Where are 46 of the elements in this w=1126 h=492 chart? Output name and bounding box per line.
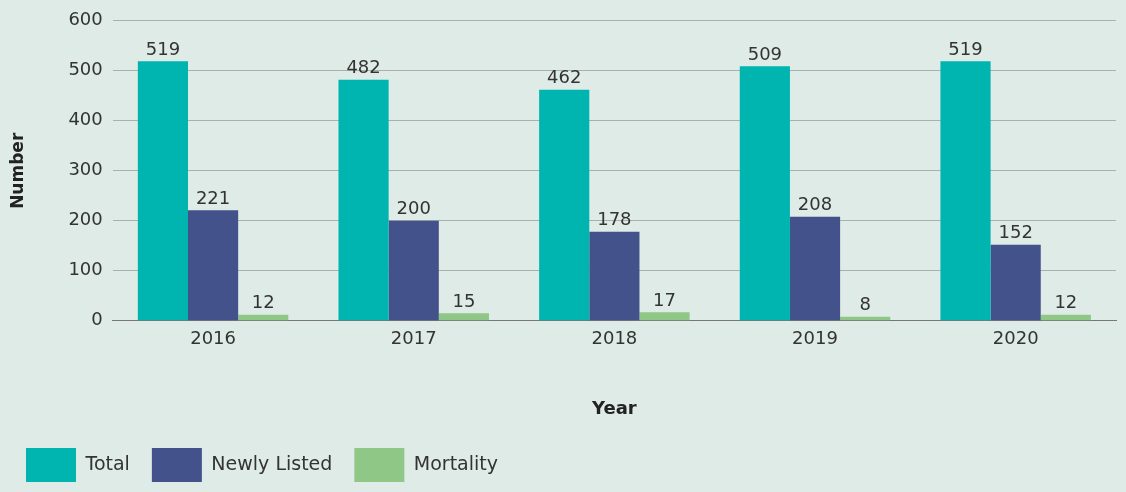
legend-label: Mortality [413, 451, 499, 474]
bar [188, 210, 239, 321]
x-axis-title: Year [591, 396, 637, 418]
bar [137, 61, 188, 321]
data-label: 8 [859, 293, 871, 315]
bar [589, 231, 640, 321]
bar [388, 220, 439, 321]
bar [990, 244, 1041, 321]
x-tick-label: 2019 [792, 327, 838, 349]
data-label: 15 [452, 289, 476, 311]
x-tick-label: 2020 [992, 327, 1039, 349]
y-tick-label: 600 [68, 8, 103, 30]
y-tick-label: 0 [91, 308, 103, 330]
legend-label: Total [84, 451, 130, 474]
y-tick-label: 400 [68, 108, 103, 130]
bar [789, 216, 841, 321]
y-tick-label: 300 [68, 158, 103, 180]
data-label: 221 [195, 186, 231, 208]
bar [739, 66, 790, 321]
data-label: 519 [948, 37, 983, 59]
data-label: 462 [547, 66, 582, 88]
bar [238, 314, 289, 321]
x-tick-label: 2018 [591, 327, 638, 349]
y-tick-label: 500 [68, 58, 103, 80]
y-axis-title: Number [6, 132, 27, 209]
bar [438, 313, 489, 321]
data-label: 178 [597, 208, 632, 230]
bar [639, 312, 690, 321]
y-tick-label: 200 [68, 208, 103, 230]
data-label: 200 [396, 197, 431, 219]
data-label: 509 [747, 42, 783, 64]
legend-label: Newly Listed [211, 451, 333, 474]
data-label: 12 [251, 291, 275, 313]
data-label: 519 [145, 37, 181, 59]
y-tick-label: 100 [68, 258, 103, 280]
data-label: 12 [1054, 291, 1078, 313]
data-label: 482 [346, 56, 381, 78]
data-label: 208 [797, 193, 833, 215]
x-tick-label: 2016 [190, 327, 236, 349]
bar [1040, 314, 1091, 321]
data-label: 17 [653, 288, 676, 310]
bar [539, 89, 590, 321]
bar [940, 61, 991, 321]
x-tick-label: 2017 [390, 327, 437, 349]
data-label: 152 [998, 221, 1033, 243]
bar [338, 79, 389, 321]
